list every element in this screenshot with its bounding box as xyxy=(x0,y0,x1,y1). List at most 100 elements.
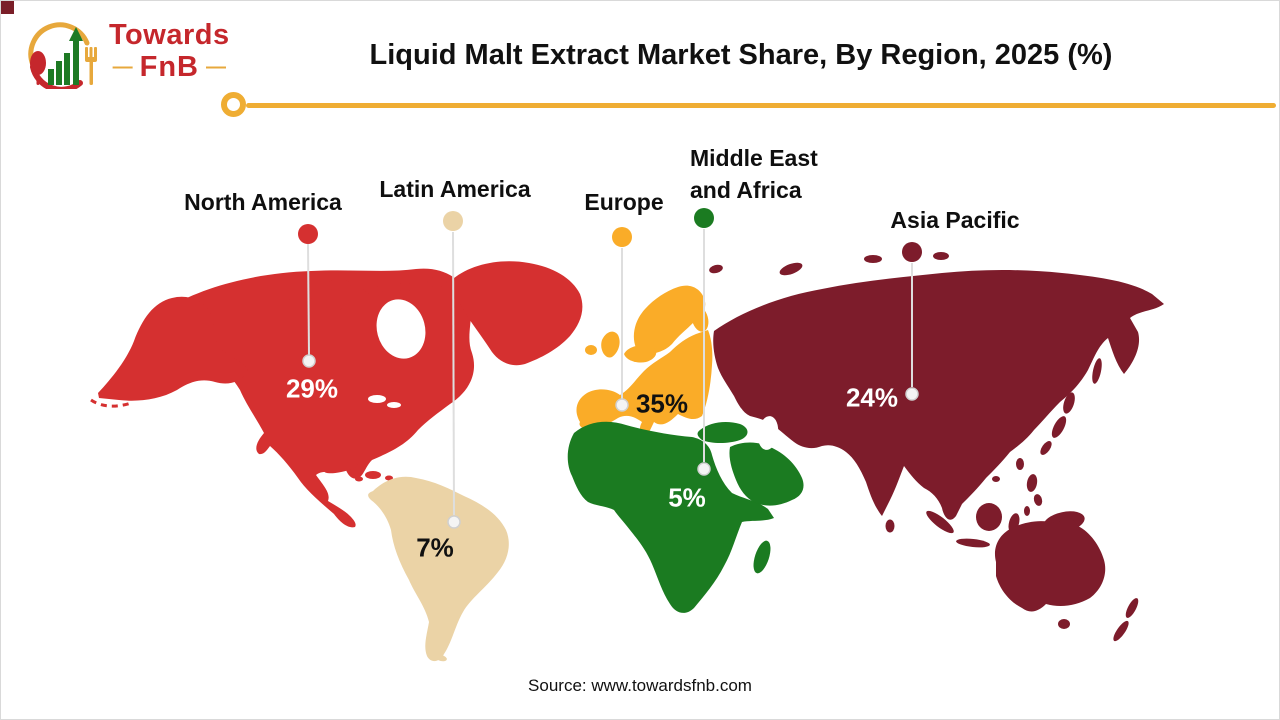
south-america xyxy=(368,476,509,662)
region-label-latin-america: Latin America xyxy=(379,176,531,202)
asia-mainland xyxy=(713,270,1164,520)
region-label-north-america: North America xyxy=(184,189,342,215)
arctic-island xyxy=(326,303,342,311)
marker-dot-latin-america xyxy=(443,211,463,231)
scandinavia xyxy=(633,285,706,354)
sri-lanka xyxy=(885,519,895,533)
brand-logo: Towards — FnB — xyxy=(25,13,230,89)
borneo xyxy=(976,503,1002,531)
philippines-island xyxy=(1033,494,1043,506)
arctic-island xyxy=(864,255,882,263)
philippines-island xyxy=(1026,474,1038,492)
novaya-zemlya xyxy=(779,262,803,276)
alaska xyxy=(98,296,248,401)
region-latin-america xyxy=(368,476,509,662)
java xyxy=(956,538,990,548)
brand-name-line1: Towards xyxy=(109,18,230,51)
value-label-europe: 35% xyxy=(635,388,689,419)
leader-lines xyxy=(307,229,913,516)
brand-emblem-icon xyxy=(28,22,97,89)
great-britain xyxy=(601,331,620,358)
turkey xyxy=(697,422,748,443)
marker-dots xyxy=(298,208,922,262)
black-sea xyxy=(713,404,743,422)
value-label-latin-america: 7% xyxy=(416,532,454,563)
arabian-peninsula xyxy=(729,442,804,506)
corner-mark xyxy=(1,1,14,14)
arctic-island xyxy=(363,284,383,296)
bar-chart-icon xyxy=(48,27,83,85)
source-text: Source: www.towardsfnb.com xyxy=(528,676,752,695)
new-zealand-island xyxy=(1125,598,1139,618)
aleutian-islands xyxy=(90,398,132,408)
divider-line xyxy=(246,103,1276,108)
brand-wordmark: Towards — FnB — xyxy=(109,18,230,83)
australia xyxy=(994,517,1106,612)
caspian-sea xyxy=(757,416,779,450)
philippines-island xyxy=(1024,506,1030,516)
africa xyxy=(567,421,774,613)
new-zealand-island xyxy=(1113,620,1129,642)
great-lakes xyxy=(368,395,386,403)
europe-mainland xyxy=(576,330,713,435)
leader-endpoints xyxy=(302,354,919,529)
arctic-island xyxy=(396,283,414,291)
region-asia-pacific xyxy=(709,252,1164,642)
japan-island xyxy=(1040,441,1052,455)
spoon-icon xyxy=(30,51,46,75)
region-label-middle-east-africa-line2: and Africa xyxy=(690,177,802,203)
region-north-america xyxy=(90,261,583,528)
leader-line-latin-america xyxy=(452,231,455,516)
arctic-island xyxy=(933,252,949,260)
great-lakes xyxy=(387,402,401,408)
region-label-europe: Europe xyxy=(584,189,664,215)
leader-line-north-america xyxy=(307,243,310,356)
leader-endpoint-europe xyxy=(615,398,629,412)
brand-name-line2: FnB xyxy=(139,50,199,83)
region-europe xyxy=(576,285,713,435)
sumatra xyxy=(926,510,954,534)
divider-ring-icon xyxy=(221,92,246,117)
region-middle-east-africa xyxy=(567,421,804,613)
taiwan xyxy=(1016,458,1024,470)
leader-endpoint-asia-pacific xyxy=(905,387,919,401)
spoon-handle xyxy=(36,73,40,85)
japan-island xyxy=(1051,416,1067,438)
page-title: Liquid Malt Extract Market Share, By Reg… xyxy=(369,39,1113,71)
caribbean-island xyxy=(365,471,381,479)
leader-endpoint-latin-america xyxy=(447,515,461,529)
fork-icon xyxy=(85,47,97,85)
arctic-island xyxy=(709,264,723,274)
arctic-island xyxy=(427,277,447,287)
iceland xyxy=(624,345,657,363)
sakhalin xyxy=(1092,358,1102,384)
marker-dot-europe xyxy=(612,227,632,247)
tasmania xyxy=(1058,619,1070,629)
marker-dot-asia-pacific xyxy=(902,242,922,262)
region-label-middle-east-africa-line1: Middle East xyxy=(690,145,818,171)
ireland xyxy=(585,345,597,355)
cuba-island xyxy=(324,462,358,474)
emblem-gold-arc xyxy=(28,22,90,68)
brand-dash-right: — xyxy=(205,56,226,78)
leader-endpoint-middle-east-africa xyxy=(697,462,711,476)
brand-dash-left: — xyxy=(112,56,133,78)
hainan xyxy=(992,476,1000,482)
arctic-island xyxy=(327,279,351,291)
caribbean-island xyxy=(385,475,393,481)
leader-endpoint-north-america xyxy=(302,354,316,368)
caribbean-island xyxy=(355,476,363,482)
marker-dot-north-america xyxy=(298,224,318,244)
value-label-asia-pacific: 24% xyxy=(845,382,899,413)
arctic-island xyxy=(287,286,319,302)
japan-island xyxy=(1063,392,1075,414)
value-label-north-america: 29% xyxy=(285,373,339,404)
region-label-asia-pacific: Asia Pacific xyxy=(890,207,1020,233)
madagascar xyxy=(753,540,771,574)
marker-dot-middle-east-africa xyxy=(694,208,714,228)
region-label-middle-east-africa: Middle East and Africa xyxy=(690,142,818,206)
value-label-middle-east-africa: 5% xyxy=(668,482,706,513)
greenland xyxy=(452,261,583,366)
